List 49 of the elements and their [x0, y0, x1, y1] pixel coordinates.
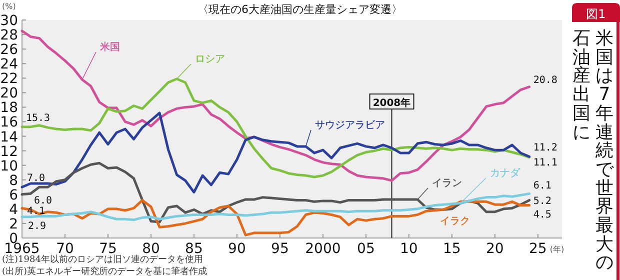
data-label: 11.2: [533, 142, 558, 154]
x-axis-title: (年): [550, 245, 564, 254]
y-tick-label: 8: [9, 172, 18, 189]
data-label: 15.3: [26, 112, 50, 124]
text: (出所)英エネルギー研究所のデータを基に筆者作成: [2, 266, 208, 277]
y-tick-label: 2: [9, 216, 18, 232]
line-series: [20, 112, 531, 194]
data-label: 6.1: [533, 180, 552, 192]
y-tick-label: 30: [0, 13, 18, 29]
y-tick-label: 24: [0, 56, 18, 73]
y-tick-label: 10: [0, 158, 18, 174]
data-label: 4.5: [533, 209, 552, 220]
x-tick-label: 25: [529, 241, 547, 257]
x-tick-label: 05: [357, 241, 375, 257]
text: (注)1984年以前のロシアは旧ソ連のデータを使用: [2, 254, 203, 265]
chart-subtitle: 〈現在の6大産油国の生産量シェア変遷〉: [198, 3, 402, 16]
y-axis-title: (%): [2, 2, 16, 11]
data-label: 20.8: [533, 74, 558, 86]
data-label: 6.0: [34, 195, 52, 206]
data-label: 2.9: [28, 220, 46, 232]
y-tick-label: 6: [9, 187, 18, 204]
y-tick-label: 4: [9, 202, 18, 218]
series-label: イラン: [432, 178, 462, 189]
x-tick-label: 2000: [305, 241, 341, 257]
x-tick-label: 80: [142, 241, 160, 257]
x-tick-label: 20: [486, 241, 504, 257]
caption: 図1: [586, 7, 606, 21]
text: 米国: [100, 41, 120, 53]
y-tick-label: 16: [0, 114, 18, 131]
series-label: サウジアラビア: [315, 120, 385, 131]
x-tick-label: 95: [271, 241, 289, 257]
y-tick-label: 18: [0, 100, 18, 116]
series-label: イラク: [440, 216, 470, 227]
y-tick-label: 22: [0, 71, 18, 88]
y-tick-label: 12: [0, 144, 18, 160]
x-tick-label: 10: [400, 241, 418, 257]
series-label: ロシア: [195, 54, 225, 65]
series-label: カナダ: [490, 167, 521, 179]
y-tick-label: 20: [0, 86, 18, 102]
chart-title: 米国は7年連続で世界最大の石油産出国に: [572, 28, 614, 274]
data-label: 7.0: [27, 173, 46, 184]
data-label: 5.2: [533, 196, 552, 208]
x-tick-label: 90: [228, 241, 246, 257]
ref-line-label: 2008年: [372, 97, 411, 109]
y-tick-label: 14: [0, 129, 18, 146]
data-label: 11.1: [533, 157, 558, 168]
x-tick-label: 15: [443, 241, 461, 257]
y-tick-label: 26: [0, 42, 18, 58]
y-tick-label: 28: [0, 28, 18, 44]
